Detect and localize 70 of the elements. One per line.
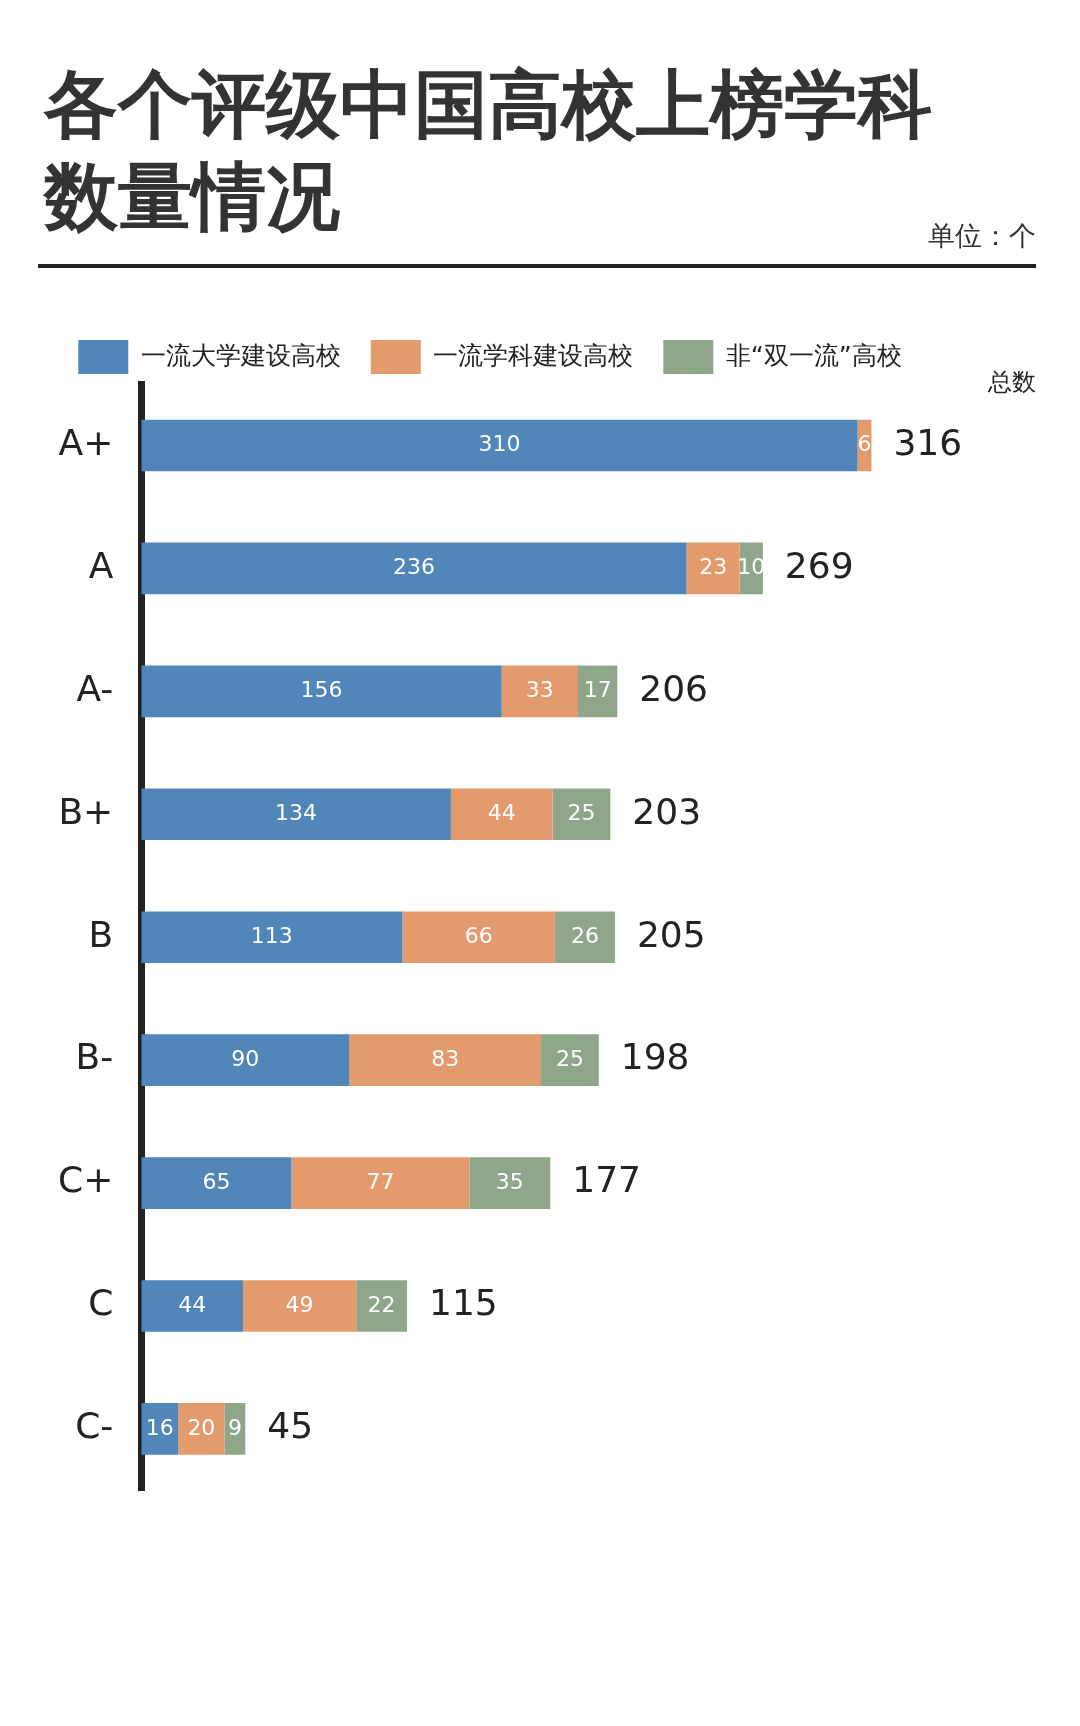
y-tick-label: B+ [58,790,114,832]
data-label: 25 [555,1045,584,1071]
bar [501,665,578,718]
total-label: 198 [620,1036,690,1078]
total-label: 206 [639,667,708,709]
y-tick-label: C- [75,1405,114,1447]
data-label: 44 [178,1291,207,1317]
data-label: 44 [487,799,516,825]
bar [141,1280,243,1332]
data-label: 17 [583,677,612,703]
y-tick-label: A+ [58,421,114,463]
total-label: 269 [784,544,854,586]
data-label: 156 [300,677,343,703]
text: 总数 [987,367,1036,396]
y-tick-label: A- [76,667,114,709]
legend-label: 一流大学建设高校 [140,340,341,370]
legend-label: 非“双一流”高校 [725,340,902,370]
bar [141,542,687,595]
data-label: 22 [367,1291,396,1317]
bar [291,1157,470,1209]
data-label: 16 [145,1414,174,1440]
y-tick-label: C+ [57,1159,114,1201]
bar [141,911,403,964]
y-tick-label: B [88,913,114,955]
bar [242,1280,357,1332]
data-label: 90 [231,1045,260,1071]
bar [541,1034,599,1086]
total-label: 205 [636,913,706,955]
data-label: 77 [366,1168,395,1194]
bar [450,788,553,841]
bar [552,788,611,841]
bar [141,419,858,472]
total-label: 177 [572,1159,641,1201]
data-label: 23 [699,554,728,580]
bar [141,665,502,718]
y-tick-label: C [88,1282,114,1324]
data-label: 35 [495,1168,524,1194]
bar [224,1403,246,1455]
bar [469,1157,551,1209]
y-tick-label: B- [75,1036,114,1078]
bar [356,1280,408,1332]
bar [178,1403,225,1455]
data-label: 49 [285,1291,314,1317]
data-label: 65 [202,1168,231,1194]
data-label: 26 [570,922,599,948]
total-label: 45 [267,1405,314,1447]
data-label: 20 [187,1414,216,1440]
bar [349,1034,542,1086]
data-label: 113 [250,922,293,948]
data-label: 6 [857,431,872,457]
bar [686,542,740,595]
data-label: 66 [464,922,493,948]
legend-label: 一流学科建设高校 [433,340,634,370]
bar [141,788,451,841]
bar [578,665,618,718]
bar [141,1034,350,1086]
y-tick-label: A [88,544,114,586]
data-label: 134 [275,799,318,825]
data-label: 236 [392,554,435,580]
data-label: 25 [567,799,596,825]
data-label: 33 [525,677,554,703]
total-label: 115 [429,1282,498,1324]
data-label: 9 [227,1414,242,1440]
bar [141,1157,292,1209]
total-label: 316 [893,421,963,463]
bar [554,911,615,964]
data-label: 310 [478,431,521,457]
bar [402,911,555,964]
total-label: 203 [632,790,702,832]
data-label: 83 [431,1045,460,1071]
